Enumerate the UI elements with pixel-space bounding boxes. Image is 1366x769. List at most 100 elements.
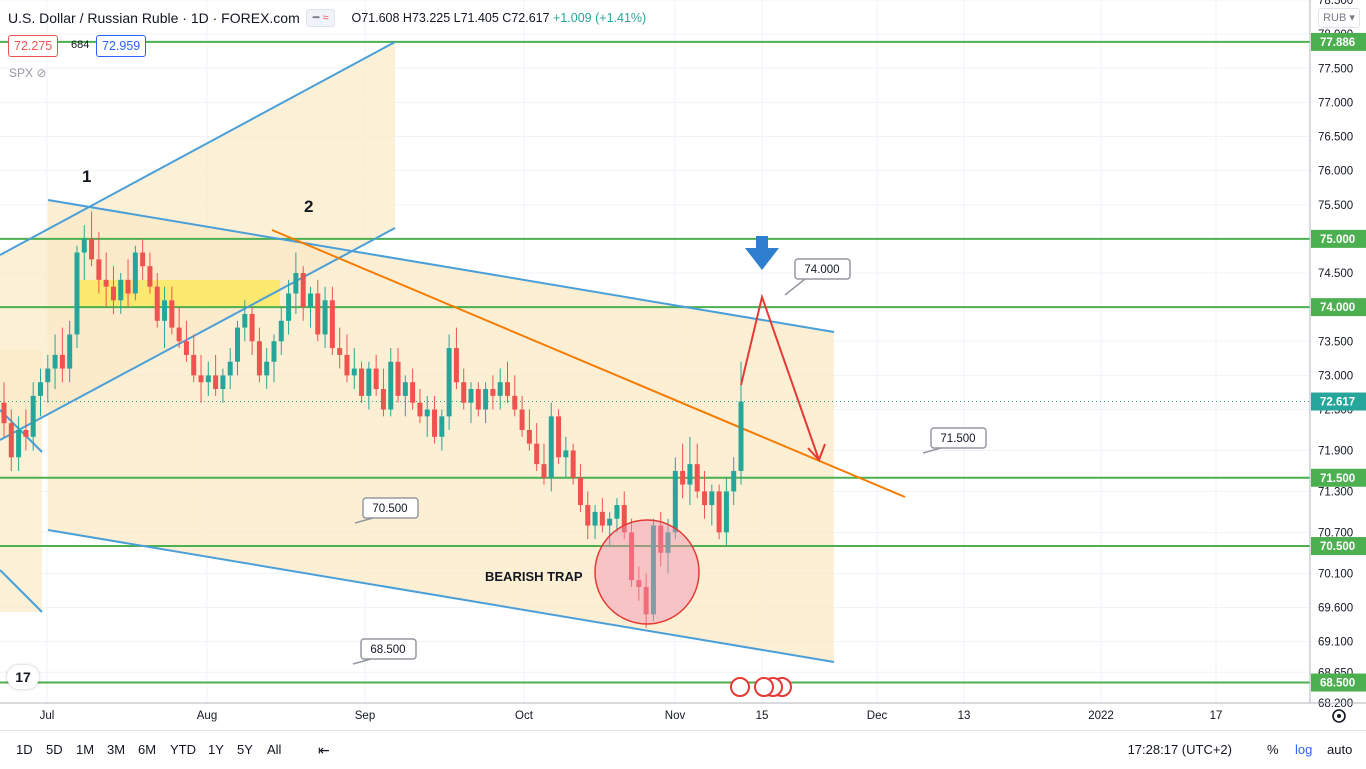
candle (490, 375, 496, 410)
timeframe-all[interactable]: All (267, 742, 282, 757)
candle-body (337, 348, 343, 355)
candle-body (52, 354, 58, 369)
buy-price-box[interactable]: 72.959 (96, 35, 147, 57)
candle (351, 348, 357, 390)
eye-hidden-icon[interactable]: ⊘ (36, 66, 47, 80)
candle-body (519, 409, 525, 430)
candle (621, 491, 627, 540)
timeframe-1y[interactable]: 1Y (208, 742, 224, 757)
candle-body (59, 354, 65, 369)
candle-body (293, 273, 299, 294)
date-range-icon[interactable]: ⇤ (318, 742, 330, 758)
clock-timezone[interactable]: 17:28:17 (UTC+2) (1127, 742, 1232, 757)
candle (483, 382, 489, 424)
candle (52, 334, 58, 390)
candle (132, 245, 138, 301)
candle-body (723, 491, 729, 533)
candle (67, 320, 73, 383)
candle (373, 354, 379, 396)
timeframe-5y[interactable]: 5Y (237, 742, 253, 757)
descending-channel-lower (47, 529, 835, 663)
candle-body (490, 389, 496, 396)
price-tick-label: 73.500 (1318, 336, 1353, 348)
candle (599, 498, 605, 533)
candle-body (526, 429, 532, 444)
candle-body (103, 279, 109, 287)
candle-body (424, 409, 430, 417)
candle (417, 389, 423, 424)
candle-body (8, 423, 14, 458)
time-tick-label: Nov (665, 710, 686, 722)
currency-label: RUB (1323, 12, 1347, 24)
candle (103, 252, 109, 308)
candle-body (410, 382, 416, 403)
candle-body (534, 443, 540, 465)
timeframe-6m[interactable]: 6M (138, 742, 157, 757)
price-tick-label: 71.300 (1318, 486, 1353, 498)
candle (607, 511, 613, 547)
level-price-tag (1311, 298, 1366, 317)
percent-toggle[interactable]: % (1267, 742, 1279, 757)
candle-body (132, 252, 138, 294)
candle-body (1, 402, 7, 424)
auto-toggle[interactable]: auto (1327, 742, 1353, 757)
price-tick-label: 75.500 (1318, 200, 1353, 212)
indicator-spx[interactable]: SPX ⊘ (9, 66, 46, 80)
candle-body (702, 491, 708, 506)
candle (497, 368, 503, 410)
candle-body (300, 273, 306, 308)
timeframe-1d[interactable]: 1D (16, 742, 33, 757)
candle (636, 566, 642, 601)
candle (687, 436, 693, 506)
candle-body (264, 361, 270, 376)
candle-body (322, 300, 328, 335)
candle (213, 354, 219, 396)
candle (694, 443, 700, 499)
timeframe-3m[interactable]: 3M (107, 742, 126, 757)
candle-body (380, 389, 386, 410)
time-tick-label: 13 (958, 710, 971, 722)
candle (541, 443, 547, 485)
candle (147, 252, 153, 294)
candle-body (366, 368, 372, 396)
candle (74, 245, 80, 349)
log-toggle[interactable]: log (1295, 742, 1313, 757)
timeframe-5d[interactable]: 5D (46, 742, 63, 757)
candle (59, 327, 65, 383)
price-chart[interactable]: BEARISH TRAP 1 2 74.000 71.500 70.500 68.50… (0, 0, 1366, 730)
candle-body (658, 525, 664, 553)
time-tick-label: Aug (197, 710, 217, 722)
candle (702, 470, 708, 519)
candle (220, 368, 226, 403)
time-tick-label: Oct (515, 710, 534, 722)
candle (614, 498, 620, 533)
candle-body (694, 464, 700, 492)
candle-body (23, 429, 29, 437)
candle (512, 375, 518, 417)
level-tag-label: 71.500 (1320, 473, 1355, 485)
candle-body (373, 368, 379, 390)
candle-body (30, 395, 36, 437)
symbol-title[interactable]: U.S. Dollar / Russian Ruble · 1D · FOREX… (8, 10, 300, 26)
compare-toggle-icon[interactable]: ━ ≈ (305, 9, 336, 27)
price-callout: 68.500 (352, 638, 417, 665)
candle-body (242, 313, 248, 328)
candle (37, 368, 43, 417)
candle (475, 382, 481, 417)
wave-2-label: 2 (304, 197, 313, 216)
timeframe-1m[interactable]: 1M (76, 742, 95, 757)
price-tick-label: 76.500 (1318, 132, 1353, 144)
change-text: +1.009 (+1.41%) (553, 11, 647, 25)
candle-body (402, 382, 408, 396)
level-price-tag (1311, 468, 1366, 487)
price-tick-label: 69.100 (1318, 637, 1353, 649)
candle-body (249, 313, 255, 342)
sell-price-box[interactable]: 72.275 (8, 35, 59, 57)
timeframe-ytd[interactable]: YTD (170, 742, 196, 757)
candle-body (636, 580, 642, 587)
candle (183, 320, 189, 362)
candle (366, 361, 372, 410)
candle (643, 573, 649, 628)
currency-dropdown[interactable]: RUB ▾ (1318, 8, 1360, 28)
orange-trendline (271, 229, 906, 498)
